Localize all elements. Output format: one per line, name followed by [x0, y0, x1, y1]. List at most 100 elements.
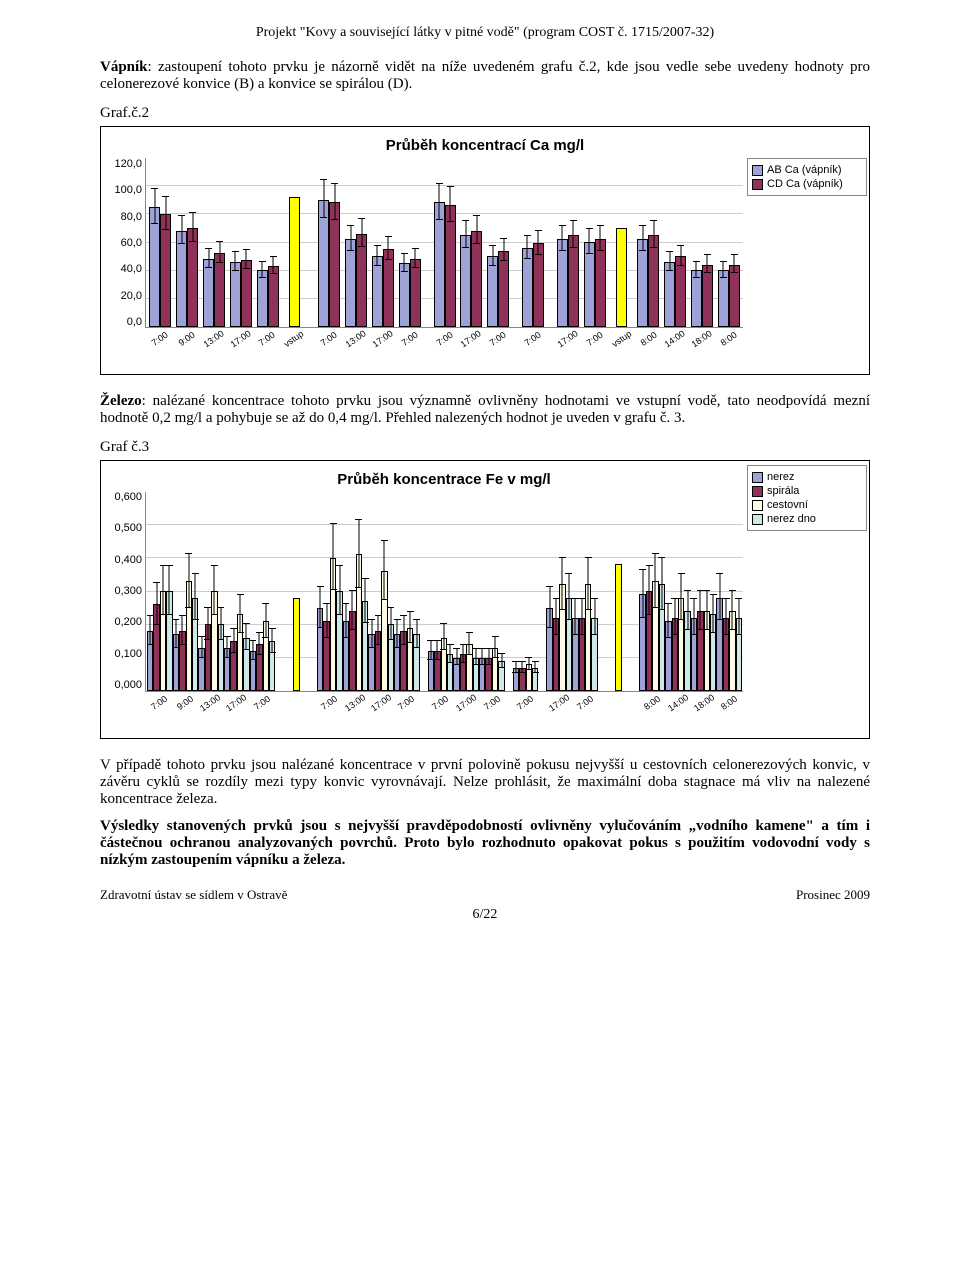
- bar-group: [520, 158, 547, 327]
- chart-bar: [664, 262, 675, 327]
- x-tick-label: 7:00: [478, 691, 515, 729]
- bar-group: [691, 492, 717, 691]
- bar-group: [608, 158, 635, 327]
- y-tick-label: 0,400: [103, 554, 142, 566]
- y-tick-label: 0,000: [103, 679, 142, 691]
- chart-bar: [445, 205, 456, 327]
- bar-group: [250, 492, 276, 691]
- chart-bar: [160, 214, 171, 327]
- bar-group: [281, 158, 308, 327]
- bar-group: [254, 158, 281, 327]
- legend-item: nerez: [752, 471, 862, 483]
- bar-group: [513, 492, 539, 691]
- chart-bar: [203, 259, 214, 327]
- bar-group: [201, 158, 228, 327]
- chart-bar: [149, 207, 160, 327]
- chart-bar: [329, 202, 340, 327]
- intro-text: : zastoupení tohoto prvku je názorně vid…: [100, 59, 870, 92]
- chart2-title: Průběh koncentrace Fe v mg/l: [145, 471, 743, 488]
- chart-bar: [372, 256, 383, 327]
- bar-group: [662, 158, 689, 327]
- chart-bar: [591, 618, 597, 691]
- chart-bar: [289, 197, 300, 327]
- legend-item: spirála: [752, 485, 862, 497]
- zelezo-text: : nalézané koncentrace tohoto prvku jsou…: [100, 393, 870, 426]
- chart-bar: [691, 270, 702, 327]
- x-tick-label: 7:00: [484, 327, 522, 365]
- chart-bar: [383, 249, 394, 327]
- chart1-title: Průběh koncentrací Ca mg/l: [103, 137, 867, 154]
- bar-group: [485, 158, 512, 327]
- chart-bar: [471, 231, 482, 327]
- chart-bar: [557, 239, 568, 327]
- bar-group: [431, 158, 458, 327]
- mid-paragraphs: Železo: nalézané koncentrace tohoto prvk…: [100, 393, 870, 427]
- bar-group: [370, 158, 397, 327]
- y-tick-label: 40,0: [103, 263, 142, 275]
- legend-label: CD Ca (vápník): [767, 178, 843, 190]
- chart-bar: [345, 239, 356, 327]
- bar-group: [665, 492, 691, 691]
- chart-bar: [637, 239, 648, 327]
- chart-bar: [434, 202, 445, 327]
- y-tick-label: 120,0: [103, 158, 142, 170]
- chart-bar: [498, 251, 509, 328]
- chart-bar: [718, 270, 729, 327]
- intro-paragraphs: Vápník: zastoupení tohoto prvku je názor…: [100, 59, 870, 93]
- chart-bar: [522, 248, 533, 327]
- bar-group: [581, 158, 608, 327]
- y-tick-label: 0,200: [103, 616, 142, 628]
- chart-bar: [268, 266, 279, 327]
- x-tick-label: [605, 691, 642, 729]
- chart2-xaxis: 7:009:0013:0017:007:007:0013:0017:007:00…: [145, 692, 743, 720]
- chart-bar: [675, 256, 686, 327]
- bar-group: [639, 492, 665, 691]
- chart2-yaxis: 0,0000,1000,2000,3000,4000,5000,600: [103, 491, 145, 691]
- chart1-legend: AB Ca (vápník) CD Ca (vápník): [747, 158, 867, 356]
- zelezo-label: Železo: [100, 393, 142, 409]
- legend-swatch: [752, 514, 763, 525]
- legend-label: AB Ca (vápník): [767, 164, 842, 176]
- page-number: 6/22: [100, 907, 870, 923]
- chart-bar: [410, 259, 421, 327]
- x-tick-label: [282, 691, 319, 729]
- chart-bar: [498, 661, 504, 691]
- chart2-legend: nerezspirálacestovnínerez dno: [747, 465, 867, 720]
- chart-bar: [413, 634, 419, 691]
- chart1-plot: [145, 158, 743, 328]
- legend-item: AB Ca (vápník): [752, 164, 862, 176]
- bar-group: [343, 492, 369, 691]
- legend-label: spirála: [767, 485, 799, 497]
- chart-bar: [487, 256, 498, 327]
- chart-bar: [584, 242, 595, 327]
- bar-group: [317, 492, 343, 691]
- bar-group: [224, 492, 250, 691]
- chart-bar: [736, 618, 742, 691]
- graf3-label: Graf č.3: [100, 439, 870, 456]
- bar-group: [147, 492, 173, 691]
- graf2-label: Graf.č.2: [100, 105, 870, 122]
- bottom-paragraphs: V případě tohoto prvku jsou nalézané kon…: [100, 757, 870, 869]
- legend-label: nerez dno: [767, 513, 816, 525]
- bar-group: [572, 492, 598, 691]
- bar-group: [316, 158, 343, 327]
- chart-bar: [318, 200, 329, 328]
- legend-swatch: [752, 165, 763, 176]
- chart-bar: [269, 641, 275, 691]
- chart-bar: [356, 234, 367, 328]
- legend-item: CD Ca (vápník): [752, 178, 862, 190]
- y-tick-label: 0,100: [103, 648, 142, 660]
- bar-group: [715, 158, 742, 327]
- bar-group: [688, 158, 715, 327]
- bar-group: [394, 492, 420, 691]
- bar-group: [546, 492, 572, 691]
- y-tick-label: 20,0: [103, 290, 142, 302]
- bar-group: [198, 492, 224, 691]
- x-tick-label: 7:00: [519, 327, 557, 365]
- footer-right: Prosinec 2009: [796, 887, 870, 903]
- chart-bar: [729, 265, 740, 327]
- chart2-frame: 0,0000,1000,2000,3000,4000,5000,600 Průb…: [100, 460, 870, 739]
- page-header: Projekt "Kovy a související látky v pitn…: [100, 25, 870, 41]
- legend-swatch: [752, 472, 763, 483]
- chart-bar: [187, 228, 198, 327]
